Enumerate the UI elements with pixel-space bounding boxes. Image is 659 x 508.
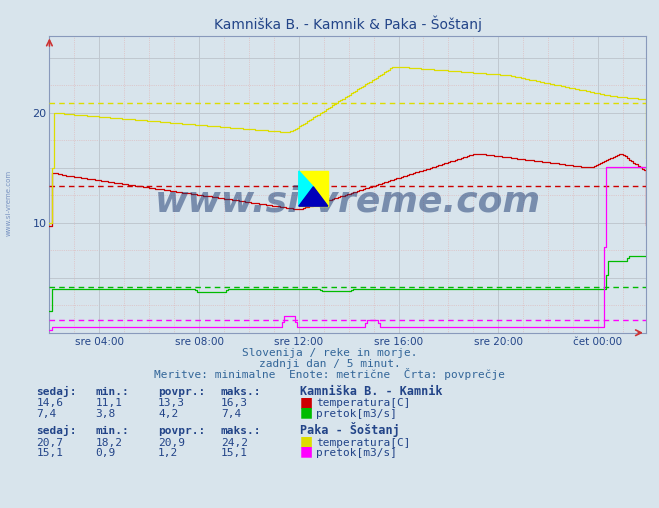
- Text: ■: ■: [300, 444, 313, 459]
- Text: ■: ■: [300, 395, 313, 409]
- Text: maks.:: maks.:: [221, 426, 261, 436]
- Text: 0,9: 0,9: [96, 448, 116, 458]
- Text: temperatura[C]: temperatura[C]: [316, 437, 411, 448]
- Text: www.si-vreme.com: www.si-vreme.com: [155, 185, 540, 219]
- Text: www.si-vreme.com: www.si-vreme.com: [5, 170, 12, 236]
- Text: Paka - Šoštanj: Paka - Šoštanj: [300, 422, 399, 437]
- Text: 4,2: 4,2: [158, 408, 179, 419]
- Text: 3,8: 3,8: [96, 408, 116, 419]
- Text: 15,1: 15,1: [221, 448, 248, 458]
- Text: 1,2: 1,2: [158, 448, 179, 458]
- Text: Kamniška B. - Kamnik: Kamniška B. - Kamnik: [300, 385, 442, 398]
- Title: Kamniška B. - Kamnik & Paka - Šoštanj: Kamniška B. - Kamnik & Paka - Šoštanj: [214, 15, 482, 31]
- Text: 20,9: 20,9: [158, 437, 185, 448]
- Text: min.:: min.:: [96, 426, 129, 436]
- Text: 7,4: 7,4: [36, 408, 57, 419]
- Polygon shape: [299, 171, 313, 206]
- Text: Slovenija / reke in morje.: Slovenija / reke in morje.: [242, 347, 417, 358]
- Text: pretok[m3/s]: pretok[m3/s]: [316, 448, 397, 458]
- Text: 11,1: 11,1: [96, 398, 123, 408]
- Text: sedaj:: sedaj:: [36, 386, 76, 397]
- Text: povpr.:: povpr.:: [158, 387, 206, 397]
- Text: min.:: min.:: [96, 387, 129, 397]
- Text: ■: ■: [300, 405, 313, 420]
- Text: 13,3: 13,3: [158, 398, 185, 408]
- Text: maks.:: maks.:: [221, 387, 261, 397]
- Text: 7,4: 7,4: [221, 408, 241, 419]
- Text: temperatura[C]: temperatura[C]: [316, 398, 411, 408]
- Text: povpr.:: povpr.:: [158, 426, 206, 436]
- Text: 18,2: 18,2: [96, 437, 123, 448]
- Text: 14,6: 14,6: [36, 398, 63, 408]
- Text: 24,2: 24,2: [221, 437, 248, 448]
- Text: 15,1: 15,1: [36, 448, 63, 458]
- Text: 16,3: 16,3: [221, 398, 248, 408]
- Text: zadnji dan / 5 minut.: zadnji dan / 5 minut.: [258, 359, 401, 369]
- Text: sedaj:: sedaj:: [36, 425, 76, 436]
- Text: Meritve: minimalne  Enote: metrične  Črta: povprečje: Meritve: minimalne Enote: metrične Črta:…: [154, 368, 505, 380]
- Polygon shape: [299, 187, 328, 206]
- Text: pretok[m3/s]: pretok[m3/s]: [316, 408, 397, 419]
- Text: 20,7: 20,7: [36, 437, 63, 448]
- Text: ■: ■: [300, 434, 313, 449]
- Polygon shape: [299, 171, 328, 206]
